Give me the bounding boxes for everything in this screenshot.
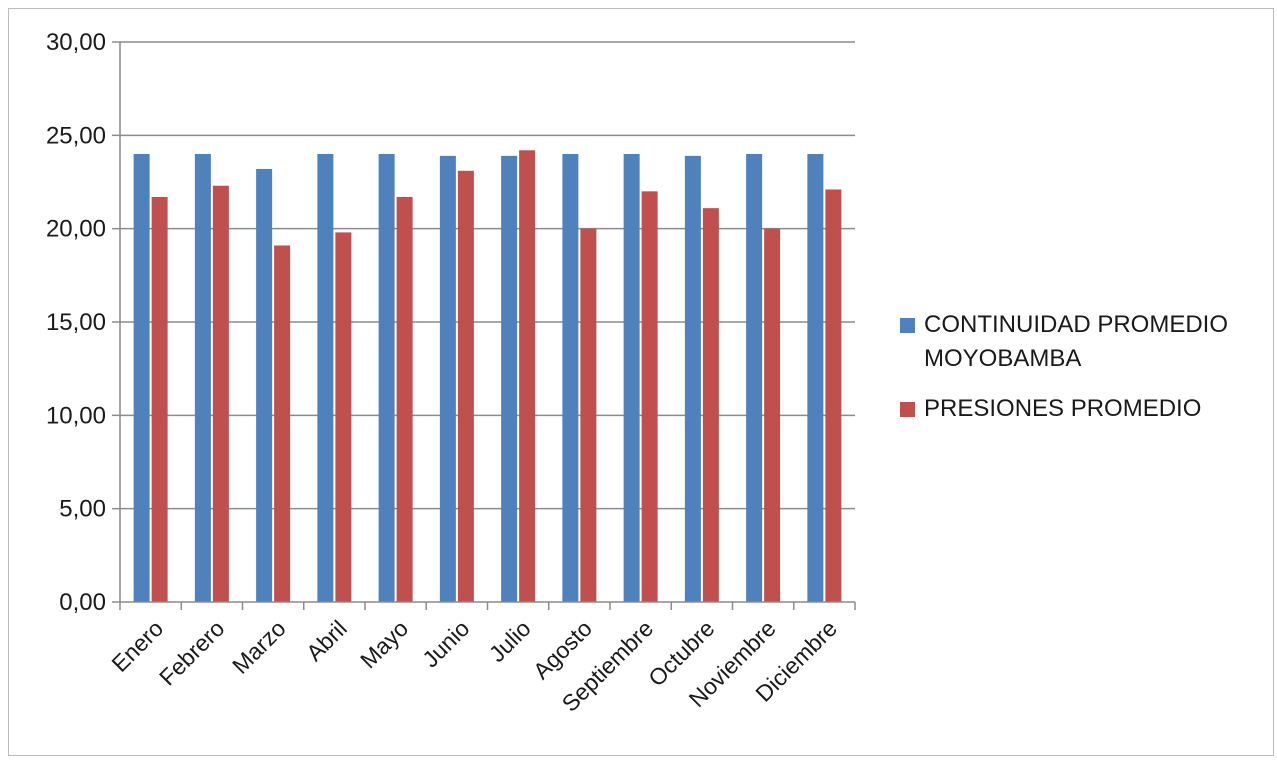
gridlines [112, 41, 855, 603]
bar-continuidad [746, 154, 763, 602]
bar-presiones [274, 245, 291, 602]
bar-presiones [335, 232, 352, 602]
x-tick-label: Marzo [227, 615, 291, 679]
bar-presiones [641, 191, 658, 603]
bar-continuidad [133, 154, 150, 602]
bar-presiones [396, 196, 413, 602]
bar-presiones [825, 189, 842, 602]
bar-presiones [212, 185, 229, 602]
axes [119, 42, 856, 610]
y-tick-label: 25,00 [46, 122, 106, 149]
bar-continuidad [623, 154, 640, 602]
x-tick-label: Mayo [355, 615, 413, 673]
bar-presiones [457, 170, 474, 603]
bar-continuidad [378, 154, 395, 602]
bar-continuidad [501, 155, 518, 602]
bar-presiones [519, 150, 536, 602]
legend-swatch-presiones [900, 402, 915, 417]
y-tick-label: 10,00 [46, 402, 106, 429]
legend: CONTINUIDAD PROMEDIO MOYOBAMBA PRESIONES… [900, 308, 1270, 442]
bar-presiones [764, 228, 781, 602]
x-tick-label: Junio [417, 615, 474, 672]
bar-continuidad [317, 154, 334, 602]
legend-item-continuidad: CONTINUIDAD PROMEDIO MOYOBAMBA [900, 308, 1270, 376]
x-tick-label: Julio [484, 615, 536, 667]
legend-label-presiones: PRESIONES PROMEDIO [924, 395, 1202, 422]
legend-item-presiones: PRESIONES PROMEDIO [900, 392, 1270, 426]
y-tick-label: 0,00 [59, 589, 106, 616]
y-tick-label: 15,00 [46, 309, 106, 336]
bar-presiones [151, 196, 168, 602]
legend-swatch-continuidad [900, 318, 915, 333]
bars [133, 150, 842, 603]
y-tick-labels: 0,00 5,00 10,00 15,00 20,00 25,00 30,00 [46, 29, 106, 616]
bar-continuidad [684, 155, 701, 602]
y-tick-label: 20,00 [46, 216, 106, 243]
bar-continuidad [562, 154, 579, 602]
bar-continuidad [256, 168, 273, 602]
x-tick-label: Abril [301, 615, 352, 666]
bar-presiones [580, 228, 597, 602]
bar-continuidad [194, 154, 211, 602]
y-tick-label: 30,00 [46, 29, 106, 56]
bar-presiones [702, 208, 719, 602]
x-tick-label: Febrero [154, 615, 229, 690]
bar-continuidad [439, 155, 456, 602]
bar-continuidad [807, 154, 824, 602]
y-tick-label: 5,00 [59, 496, 106, 523]
legend-label-continuidad: CONTINUIDAD PROMEDIO MOYOBAMBA [924, 311, 1229, 372]
